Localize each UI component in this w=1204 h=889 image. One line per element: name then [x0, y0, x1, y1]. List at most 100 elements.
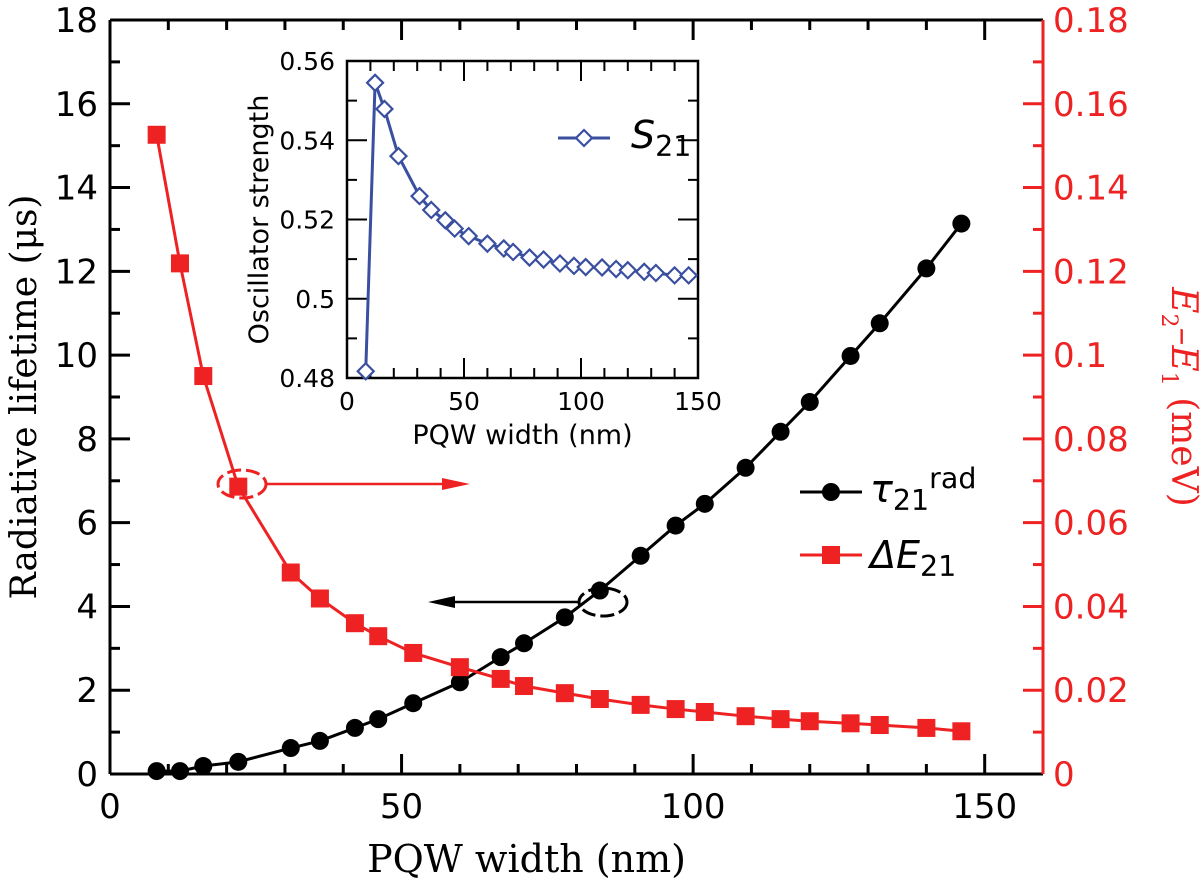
delta-e-series-point [771, 710, 790, 729]
y-tick-label: 16 [55, 85, 98, 125]
tau-series-point [310, 731, 329, 750]
tau-series-point [917, 259, 936, 278]
delta-e-series-point [229, 477, 248, 496]
inset-series-point [477, 234, 497, 254]
y-tick-label: 4 [76, 587, 98, 627]
inset-x-tick-label: 50 [448, 387, 480, 416]
y-right-label-part: (meV) [1163, 386, 1204, 507]
inset-x-axis-label: PQW width (nm) [412, 420, 632, 451]
tau-series-point [281, 739, 300, 758]
delta-e-series-point [800, 712, 819, 731]
x-tick-label: 100 [661, 787, 726, 827]
delta-e-series-point [952, 722, 971, 741]
inset-frame [345, 59, 700, 380]
tau-series-point [590, 581, 609, 600]
legend-sub: 21 [893, 484, 929, 517]
inset-y-tick-label: 0.54 [279, 126, 335, 155]
delta-e-series-point [147, 125, 166, 144]
y-right-tick-label: 0.16 [1053, 85, 1129, 125]
delta-e-series-point [666, 700, 685, 719]
delta-e-series-point [194, 367, 213, 386]
tau-series-point [736, 458, 755, 477]
inset-series-point [665, 265, 685, 285]
y-right-tick-label: 0.06 [1053, 504, 1129, 544]
inset-series-point [592, 257, 612, 278]
delta-e-series-point [631, 695, 650, 714]
inset-series-point [356, 361, 376, 381]
delta-e-series-point [345, 614, 364, 633]
tau-series-point [147, 762, 166, 781]
inset-series-point [459, 226, 479, 246]
tau-series-point [870, 314, 889, 333]
y-right-tick-label: 0.04 [1053, 587, 1129, 627]
inset-series-point [388, 146, 409, 166]
delta-e-series-point [281, 563, 300, 582]
tau-series-point [229, 752, 248, 771]
legend-delta-marker [822, 546, 840, 564]
inset-series-point [550, 253, 570, 274]
legend-main: τ [870, 467, 894, 511]
inset-series-point [618, 260, 638, 280]
inset-y-tick-label: 0.5 [295, 285, 335, 314]
legend-main: S [631, 113, 655, 157]
y-right-tick-label: 0.1 [1053, 336, 1107, 376]
y-right-label-part: E [1163, 286, 1204, 313]
delta-e-series-point [590, 690, 609, 709]
delta-e-series-point [695, 703, 714, 722]
tau-series-point [952, 214, 971, 233]
y-tick-label: 0 [76, 755, 98, 795]
inset-x-tick-label: 100 [557, 387, 605, 416]
y-right-label-part: 1 [1156, 372, 1181, 386]
y-right-tick-label: 0.12 [1053, 252, 1129, 292]
tau-series-point [345, 718, 364, 737]
legend-tau-marker [822, 483, 840, 501]
delta-e-series-point [404, 643, 423, 662]
tau-series-point [369, 710, 388, 729]
inset-series-point [374, 99, 394, 119]
tau-series-point [800, 393, 819, 412]
delta-e-series-point [736, 707, 755, 726]
inset-series-point [421, 200, 441, 220]
delta-e-series-point [170, 254, 189, 273]
inset-series-point [679, 265, 699, 285]
y-tick-label: 2 [76, 671, 98, 711]
tau-series-point [695, 494, 714, 513]
y-tick-label: 18 [55, 1, 98, 41]
tau-series-point [404, 694, 423, 713]
delta-e-series-point [491, 669, 510, 688]
tau-series-point [771, 422, 790, 441]
delta-e-series-point [310, 589, 329, 608]
y-tick-label: 12 [55, 252, 98, 292]
delta-e-series-point [555, 684, 574, 703]
legend-delta-label: ΔE21 [867, 533, 956, 583]
y-tick-label: 8 [76, 420, 98, 460]
y-right-label-part: –E [1163, 328, 1204, 372]
y-right-tick-label: 0.18 [1053, 1, 1129, 41]
inset-series-point [634, 262, 654, 282]
inset-x-tick-label: 150 [674, 387, 722, 416]
x-tick-label: 0 [99, 787, 121, 827]
x-tick-label: 150 [952, 787, 1017, 827]
tau-series-point [631, 546, 650, 565]
legend-sub: 21 [920, 550, 956, 583]
inset-background [347, 61, 698, 378]
legend-sub: 21 [655, 130, 691, 163]
inset-chart: 0 50 100 150 0.48 0.5 0.52 0.54 0.56 PQW width (n… [244, 47, 722, 451]
inset-series-point [606, 259, 626, 279]
y-axis-label: Radiative lifetime (μs) [4, 195, 45, 600]
tau-series-point [450, 673, 469, 692]
delta-e-series-point [515, 677, 534, 696]
delta-e-series-point [917, 718, 936, 737]
tau-series-point [666, 516, 685, 535]
inset-series-point [503, 242, 523, 262]
x-axis-label: PQW width (nm) [367, 837, 686, 881]
legend-sup: rad [929, 462, 976, 495]
tau-series-point [170, 762, 189, 781]
delta-e-series-point [841, 714, 860, 733]
y-tick-label: 14 [55, 169, 98, 209]
legend-main: ΔE [867, 533, 920, 577]
y-right-tick-label: 0 [1053, 755, 1075, 795]
x-tick-label: 50 [380, 787, 423, 827]
